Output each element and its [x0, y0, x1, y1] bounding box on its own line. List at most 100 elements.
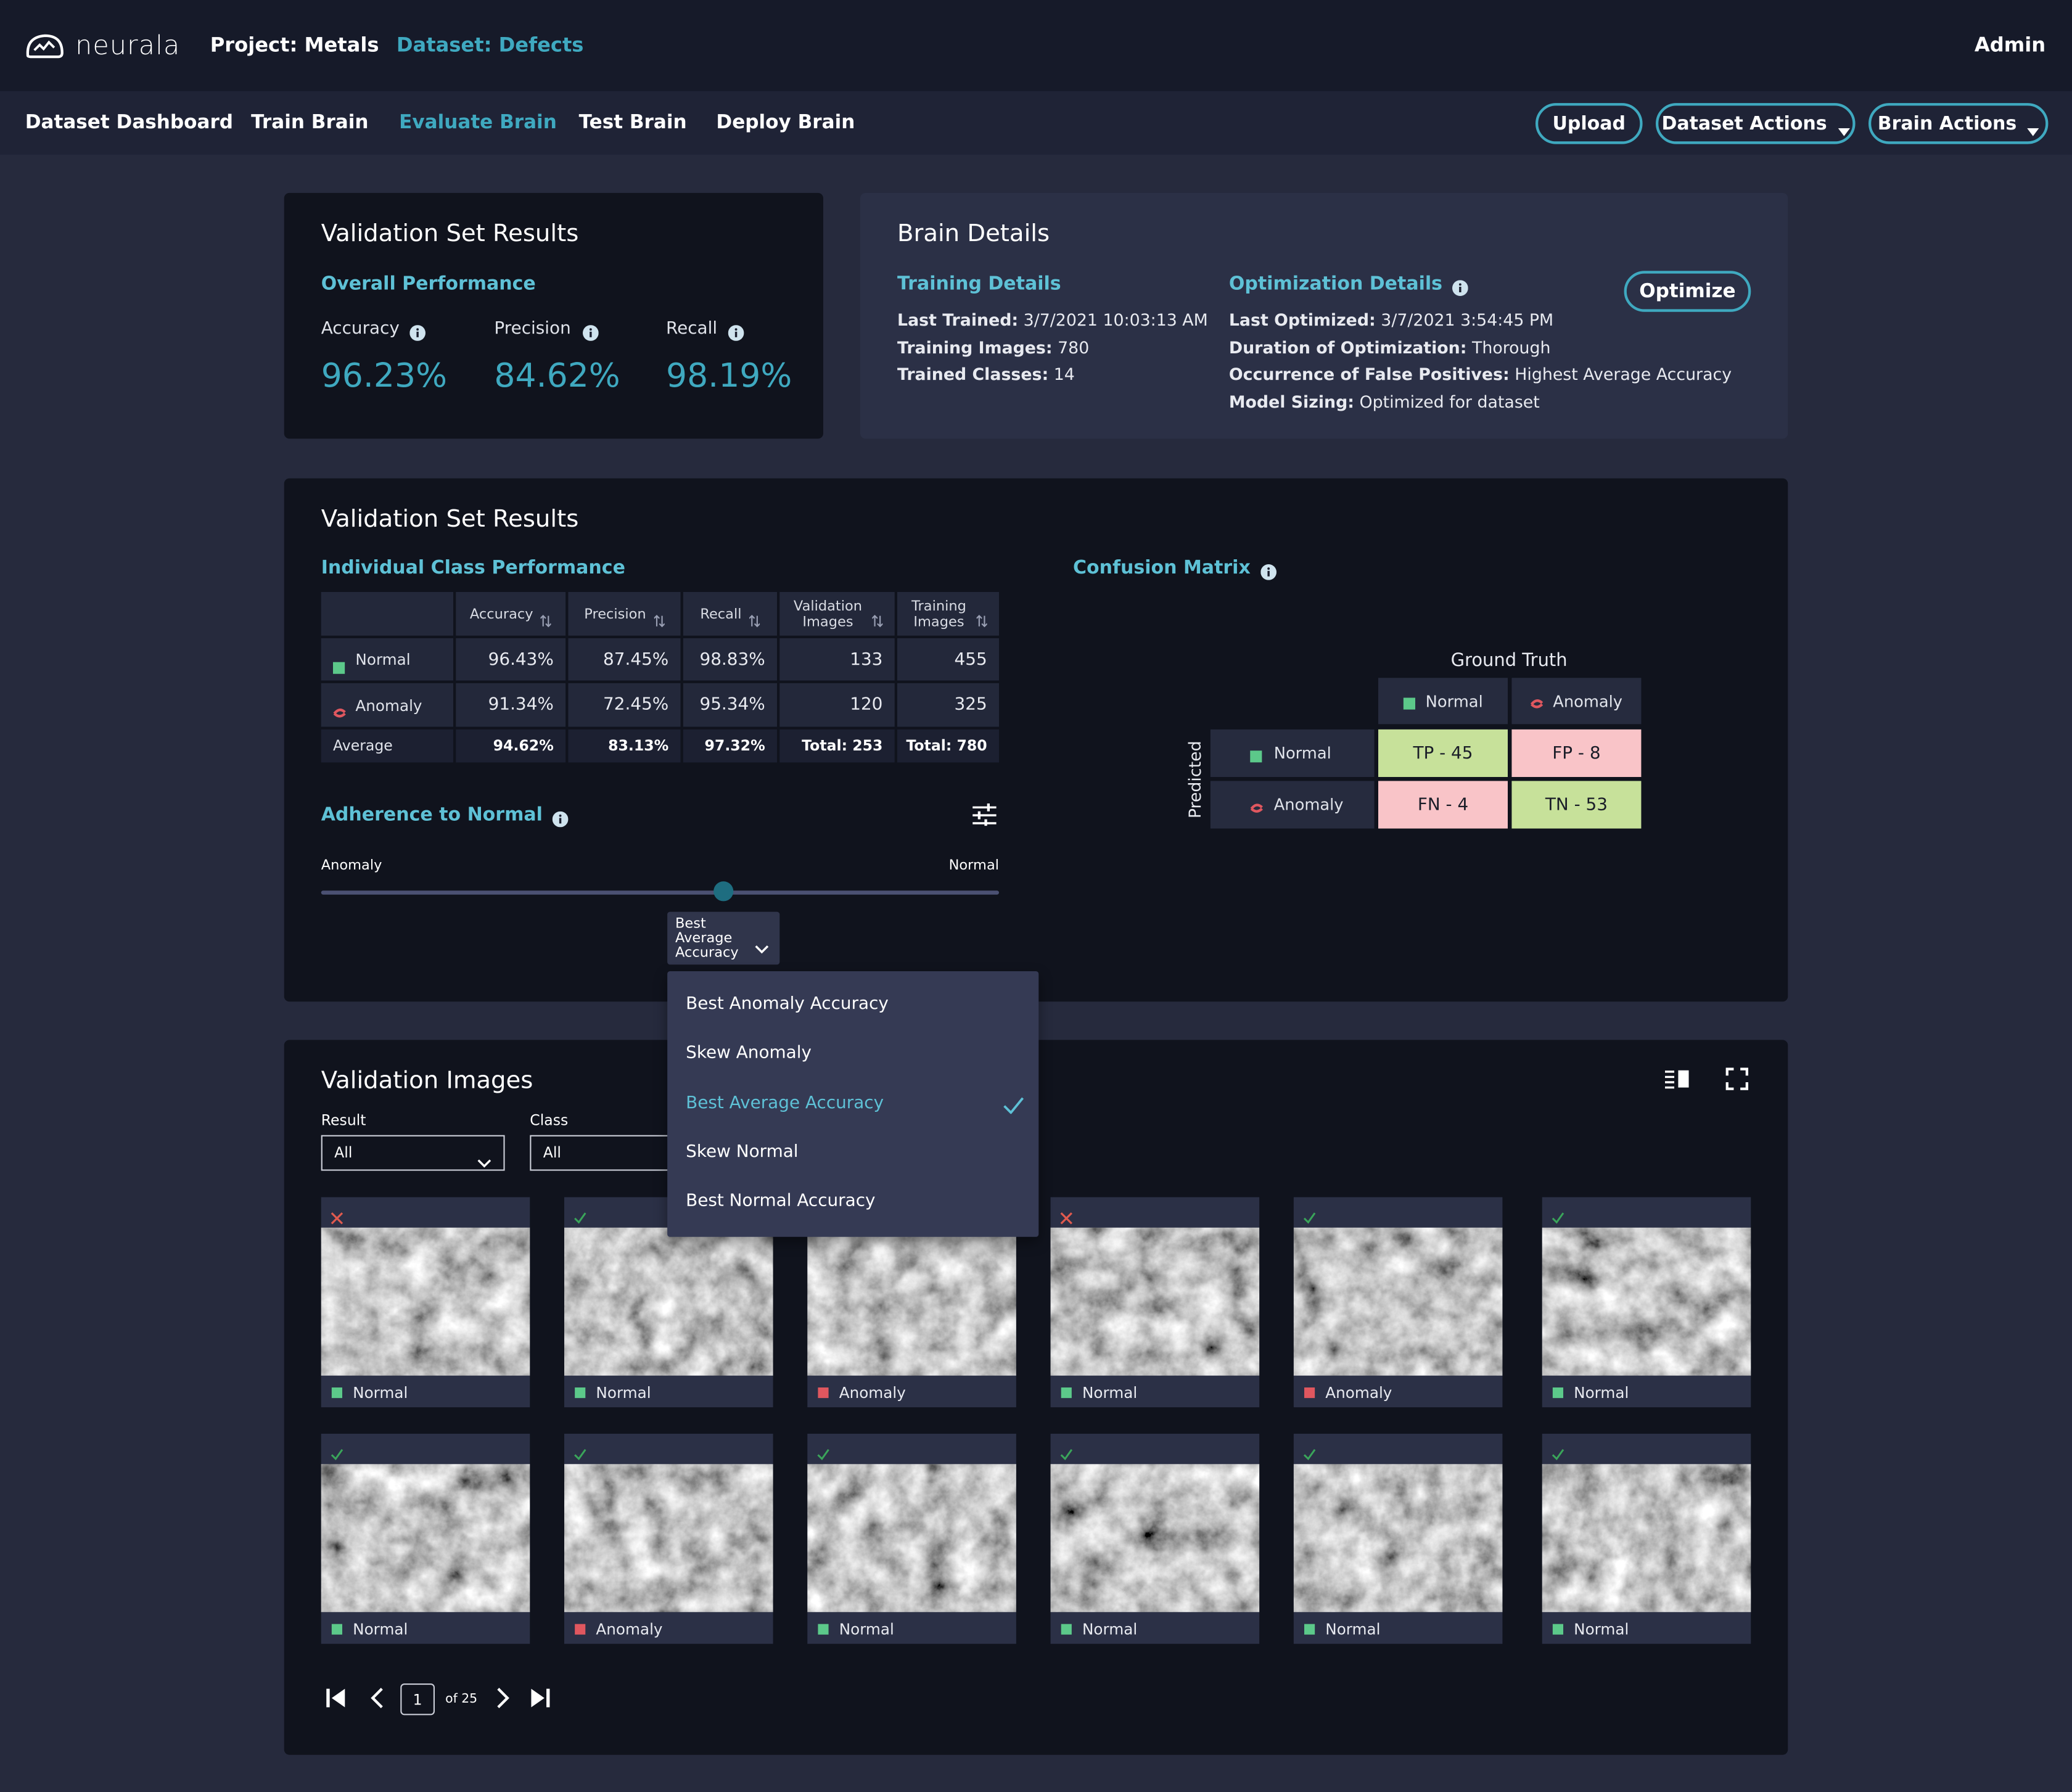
- next-page-part: [497, 1688, 509, 1709]
- info-icon-part: [734, 328, 738, 331]
- view-toggle-part: [1678, 1070, 1689, 1088]
- image-tile[interactable]: Normal: [321, 1197, 530, 1408]
- menu-option[interactable]: Best Normal Accuracy: [686, 1191, 876, 1212]
- info-icon-part: [728, 325, 744, 341]
- sample-image: [807, 1464, 1016, 1613]
- image-tile[interactable]: Normal: [1050, 1434, 1260, 1644]
- class-swatch: [1403, 695, 1416, 710]
- view-toggle[interactable]: [1665, 1069, 1689, 1089]
- nav-tab[interactable]: Train Brain: [251, 112, 369, 134]
- column-header: Normal: [1378, 678, 1508, 725]
- class-swatch: [1552, 1624, 1563, 1635]
- project-name[interactable]: Project: Metals: [210, 33, 379, 57]
- user-name[interactable]: Admin: [1974, 33, 2046, 57]
- correct-icon: [1552, 1442, 1564, 1461]
- prev-page[interactable]: [368, 1687, 388, 1709]
- image-tile[interactable]: Anomaly: [564, 1434, 773, 1644]
- chevron-icon-part: [477, 1159, 491, 1168]
- detail-key: Last Trained:: [897, 310, 1019, 330]
- nav-tab[interactable]: Dataset Dashboard: [25, 112, 234, 134]
- class-swatch-part: [1250, 803, 1263, 812]
- slider-knob[interactable]: [713, 881, 734, 902]
- settings-icon-part: [972, 806, 997, 824]
- class-swatch: [333, 654, 345, 673]
- image-label: Normal: [1082, 1383, 1138, 1402]
- image-tile[interactable]: Normal: [1050, 1197, 1260, 1408]
- info-icon-part: [1458, 283, 1462, 286]
- next-page[interactable]: [491, 1687, 512, 1709]
- correct-icon-part: [1060, 1449, 1073, 1461]
- dataset-name[interactable]: Dataset: Defects: [396, 33, 584, 57]
- image-tile[interactable]: Normal: [1542, 1197, 1751, 1408]
- sort-icon: [653, 607, 665, 627]
- first-page[interactable]: [325, 1687, 346, 1708]
- filter-label: Class: [530, 1112, 569, 1130]
- table-value: 120: [850, 695, 883, 715]
- detail-value: 780: [1058, 337, 1090, 357]
- fullscreen-toggle[interactable]: [1725, 1067, 1748, 1090]
- nav-button-label: Brain Actions: [1877, 113, 2017, 134]
- info-icon-part: [589, 328, 592, 331]
- class-swatch: [331, 1387, 342, 1399]
- card-title: Validation Images: [321, 1067, 533, 1095]
- table-cell: 91.34%: [456, 683, 566, 727]
- table-cell: 96.43%: [456, 638, 566, 681]
- sample-image-part: [1050, 1464, 1260, 1613]
- detail-key: Trained Classes:: [897, 364, 1049, 385]
- axis-label: Ground Truth: [1450, 650, 1568, 672]
- last-page[interactable]: [530, 1687, 551, 1708]
- correct-icon-part: [1552, 1449, 1564, 1461]
- info-icon-part: [1459, 287, 1462, 292]
- sample-image-part: [1293, 1464, 1503, 1613]
- nav-tab[interactable]: Test Brain: [578, 112, 687, 134]
- section-heading: Training Details: [897, 273, 1061, 295]
- first-page-part: [326, 1688, 330, 1708]
- info-icon-part: [552, 811, 569, 828]
- last-page-part: [531, 1688, 545, 1708]
- table-cell: 325: [897, 683, 999, 727]
- metric-value: 98.19%: [666, 356, 792, 395]
- sample-image: [1293, 1464, 1503, 1613]
- image-label: Anomaly: [1325, 1383, 1392, 1402]
- sort-icon-part: [871, 614, 884, 627]
- image-tile[interactable]: Normal: [1542, 1434, 1751, 1644]
- table-header-cell: Accuracy: [456, 592, 566, 636]
- table-value: 455: [954, 649, 987, 670]
- image-tile[interactable]: Normal: [1293, 1434, 1503, 1644]
- metric-value: 84.62%: [494, 356, 620, 395]
- sort-icon-part: [871, 614, 884, 627]
- image-tile[interactable]: Normal: [321, 1434, 530, 1644]
- section-heading: Adherence to Normal: [321, 805, 543, 826]
- metric-value: 96.23%: [321, 356, 447, 395]
- image-tile[interactable]: Normal: [807, 1434, 1016, 1644]
- correct-icon: [816, 1442, 829, 1461]
- table-cell: 133: [779, 638, 895, 681]
- nav-button[interactable]: Upload: [1536, 103, 1643, 144]
- menu-option[interactable]: Best Average Accuracy: [686, 1093, 884, 1113]
- sample-image-part: [1293, 1227, 1503, 1376]
- image-tile[interactable]: Anomaly: [1293, 1197, 1503, 1408]
- page-input[interactable]: 1: [400, 1683, 435, 1716]
- caret-icon-part: [1837, 127, 1850, 136]
- nav-tab[interactable]: Evaluate Brain: [399, 112, 557, 134]
- info-icon-part: [1267, 567, 1270, 570]
- sort-icon: [976, 607, 988, 627]
- matrix-cell: FN - 4: [1378, 781, 1508, 829]
- info-icon-part: [583, 325, 599, 341]
- adherence-select[interactable]: Best Average Accuracy: [667, 911, 780, 965]
- filter-select[interactable]: All: [321, 1135, 505, 1171]
- nav-tab[interactable]: Deploy Brain: [716, 112, 855, 134]
- menu-option[interactable]: Skew Normal: [686, 1142, 799, 1162]
- menu-option[interactable]: Skew Anomaly: [686, 1043, 812, 1064]
- slider-track: [321, 890, 999, 895]
- nav-button[interactable]: Brain Actions: [1868, 103, 2049, 144]
- menu-option[interactable]: Best Anomaly Accuracy: [686, 994, 889, 1014]
- nav-button[interactable]: Dataset Actions: [1656, 103, 1856, 144]
- detail-value: Thorough: [1472, 337, 1551, 357]
- table-value: 91.34%: [488, 695, 554, 715]
- wrong-icon-part: [1060, 1212, 1072, 1225]
- optimize-button[interactable]: Optimize: [1624, 271, 1751, 312]
- sample-image: [1542, 1464, 1751, 1613]
- prev-page-part: [371, 1688, 383, 1709]
- settings-icon[interactable]: [972, 803, 997, 826]
